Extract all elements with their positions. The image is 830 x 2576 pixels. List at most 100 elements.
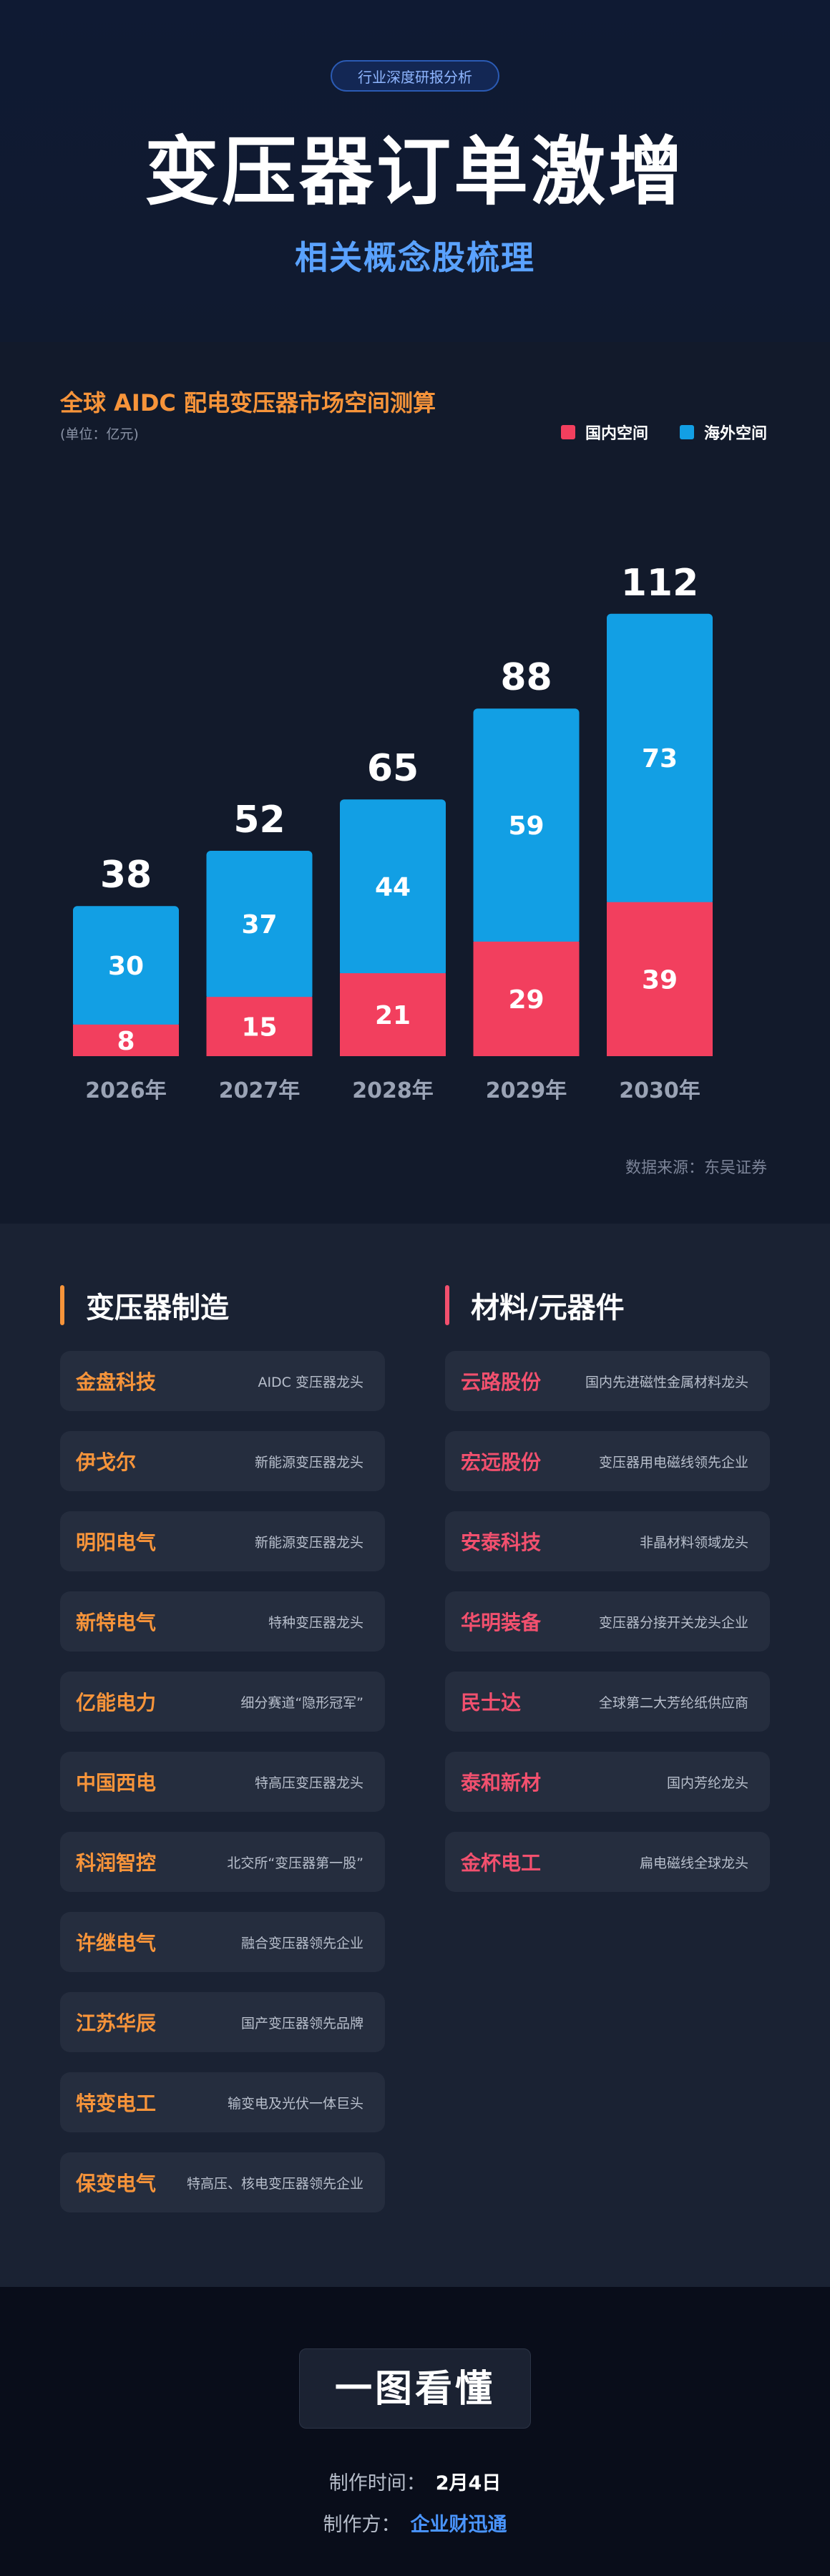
stock-name: 保变电气 xyxy=(76,2172,157,2195)
made-time-label: 制作时间： xyxy=(328,2472,426,2494)
stock-card[interactable]: 伊戈尔 新能源变压器龙头 xyxy=(60,1431,385,1491)
page-subtitle: 相关概念股梳理 xyxy=(295,238,535,277)
report-tag: 行业深度研报分析 xyxy=(331,60,499,92)
stock-name: 民士达 xyxy=(461,1691,522,1714)
stock-name: 许继电气 xyxy=(76,1931,157,1955)
stock-description: 北交所“变压器第一股” xyxy=(227,1855,363,1871)
data-label-domestic: 8 xyxy=(117,1027,135,1056)
accent-bar xyxy=(60,1285,64,1325)
stock-description: 国内芳纶龙头 xyxy=(666,1775,748,1791)
stock-lists: 变压器制造 金盘科技 AIDC 变压器龙头伊戈尔 新能源变压器龙头 明阳电气 新能源变压… xyxy=(0,1224,830,2288)
made-time-line: 制作时间： 2月4日 xyxy=(0,2467,830,2495)
stock-card[interactable]: 明阳电气 新能源变压器龙头 xyxy=(60,1511,385,1571)
bar-segment-overseas xyxy=(73,906,179,1028)
stock-card[interactable]: 许继电气 融合变压器领先企业 xyxy=(60,1912,385,1972)
stock-description: 融合变压器领先企业 xyxy=(240,1935,363,1951)
stock-card[interactable]: 特变电工 输变电及光伏一体巨头 xyxy=(60,2072,385,2132)
legend-label-overseas: 海外空间 xyxy=(703,425,767,443)
stock-card[interactable]: 金杯电工 扁电磁线全球龙头 xyxy=(445,1832,770,1892)
data-source: 数据来源：东吴证券 xyxy=(625,1159,767,1177)
stock-name: 金杯电工 xyxy=(461,1851,542,1875)
data-label-overseas: 30 xyxy=(108,952,144,981)
data-label-overseas: 37 xyxy=(241,910,277,940)
bar-segment-overseas xyxy=(206,850,313,1000)
bar-segment-domestic xyxy=(206,997,313,1056)
total-label: 38 xyxy=(100,854,152,897)
bar-segment-domestic xyxy=(473,941,580,1056)
total-label: 52 xyxy=(233,799,285,841)
total-label: 65 xyxy=(367,747,419,790)
stock-description: 全球第二大芳纶纸供应商 xyxy=(598,1694,748,1711)
total-label: 88 xyxy=(500,656,552,699)
stock-description: 变压器分接开关龙头企业 xyxy=(598,1614,748,1631)
data-label-domestic: 39 xyxy=(642,965,678,995)
total-label: 112 xyxy=(621,562,699,605)
data-label-domestic: 21 xyxy=(375,1001,411,1030)
stock-name: 明阳电气 xyxy=(76,1531,157,1554)
data-label-overseas: 59 xyxy=(508,811,544,841)
manufacturing-list: 金盘科技 AIDC 变压器龙头伊戈尔 新能源变压器龙头 明阳电气 新能源变压器龙头 新特电… xyxy=(60,1351,385,2212)
legend-swatch-overseas xyxy=(679,425,694,439)
stock-card[interactable]: 云路股份 国内先进磁性金属材料龙头 xyxy=(445,1351,770,1411)
x-tick-label: 2030年 xyxy=(619,1078,700,1103)
stock-description: 国产变压器领先品牌 xyxy=(240,2015,363,2031)
summary-badge: 一图看懂 xyxy=(299,2348,531,2429)
legend-item-overseas: 海外空间 xyxy=(679,421,767,444)
stock-card[interactable]: 中国西电 特高压变压器龙头 xyxy=(60,1752,385,1812)
x-tick-label: 2029年 xyxy=(486,1078,567,1103)
chart-legend: 国内空间 海外空间 xyxy=(560,421,767,444)
stock-card[interactable]: 金盘科技 AIDC 变压器龙头 xyxy=(60,1351,385,1411)
legend-item-domestic: 国内空间 xyxy=(560,421,648,444)
bar-segment-overseas xyxy=(473,708,580,945)
stock-description: 特种变压器龙头 xyxy=(268,1614,363,1631)
accent-bar xyxy=(445,1285,449,1325)
stock-name: 宏远股份 xyxy=(461,1450,542,1474)
stock-description: 非晶材料领域龙头 xyxy=(639,1534,748,1551)
chart-title: 全球 AIDC 配电变压器市场空间测算 xyxy=(60,389,436,416)
data-label-domestic: 29 xyxy=(508,985,544,1015)
chart-section: 全球 AIDC 配电变压器市场空间测算 (单位：亿元) 国内空间 海外空间 30… xyxy=(0,342,830,1224)
stock-card[interactable]: 江苏华辰 国产变压器领先品牌 xyxy=(60,1992,385,2052)
materials-list: 云路股份 国内先进磁性金属材料龙头宏远股份 变压器用电磁线领先企业安泰科技 非晶材料领… xyxy=(445,1351,770,1892)
materials-column: 材料/元器件 云路股份 国内先进磁性金属材料龙头宏远股份 变压器用电磁线领先企业安泰… xyxy=(445,1284,770,1912)
stock-description: 细分赛道“隐形冠军” xyxy=(240,1694,363,1711)
stock-card[interactable]: 亿能电力 细分赛道“隐形冠军” xyxy=(60,1672,385,1732)
stock-card[interactable]: 宏远股份 变压器用电磁线领先企业 xyxy=(445,1431,770,1491)
stock-name: 中国西电 xyxy=(76,1771,157,1795)
materials-header: 材料/元器件 xyxy=(445,1284,770,1327)
stock-description: AIDC 变压器龙头 xyxy=(258,1374,363,1390)
bar-segment-domestic xyxy=(607,902,713,1056)
stock-card[interactable]: 泰和新材 国内芳纶龙头 xyxy=(445,1752,770,1812)
data-label-overseas: 44 xyxy=(375,873,411,902)
stock-description: 扁电磁线全球龙头 xyxy=(639,1855,748,1871)
maker-label: 制作方： xyxy=(323,2514,401,2536)
stock-description: 变压器用电磁线领先企业 xyxy=(598,1454,748,1470)
stock-card[interactable]: 新特电气 特种变压器龙头 xyxy=(60,1591,385,1652)
stock-card[interactable]: 华明装备 变压器分接开关龙头企业 xyxy=(445,1591,770,1652)
stock-card[interactable]: 安泰科技 非晶材料领域龙头 xyxy=(445,1511,770,1571)
bar-segment-domestic xyxy=(73,1024,179,1056)
stock-name: 亿能电力 xyxy=(76,1691,157,1714)
stock-card[interactable]: 科润智控 北交所“变压器第一股” xyxy=(60,1832,385,1892)
stock-name: 金盘科技 xyxy=(76,1370,157,1394)
stock-name: 华明装备 xyxy=(461,1611,542,1634)
stock-description: 国内先进磁性金属材料龙头 xyxy=(585,1374,748,1390)
stock-name: 泰和新材 xyxy=(461,1771,542,1795)
made-time: 2月4日 xyxy=(435,2472,502,2494)
bar-segment-overseas xyxy=(340,799,446,977)
maker: 企业财迅通 xyxy=(410,2514,507,2536)
x-tick-label: 2027年 xyxy=(219,1078,301,1103)
materials-title: 材料/元器件 xyxy=(471,1292,625,1324)
stock-card[interactable]: 民士达 全球第二大芳纶纸供应商 xyxy=(445,1672,770,1732)
chart-unit: (单位：亿元) xyxy=(60,426,139,442)
stock-name: 科润智控 xyxy=(76,1851,157,1875)
header: 行业深度研报分析 变压器订单激增 相关概念股梳理 xyxy=(0,0,830,343)
stock-description: 输变电及光伏一体巨头 xyxy=(227,2095,363,2112)
stock-name: 江苏华辰 xyxy=(76,2011,157,2035)
bar-segment-domestic xyxy=(340,973,446,1056)
manufacturing-title: 变压器制造 xyxy=(86,1292,229,1324)
stacked-bar-chart: 30 8 38 2026年 37 15 52 2027年 44 21 65 2028年 59 29 88 20… xyxy=(73,562,713,1103)
manufacturing-column: 变压器制造 金盘科技 AIDC 变压器龙头伊戈尔 新能源变压器龙头 明阳电气 新能源变压… xyxy=(60,1284,385,2233)
stock-card[interactable]: 保变电气 特高压、核电变压器领先企业 xyxy=(60,2152,385,2212)
